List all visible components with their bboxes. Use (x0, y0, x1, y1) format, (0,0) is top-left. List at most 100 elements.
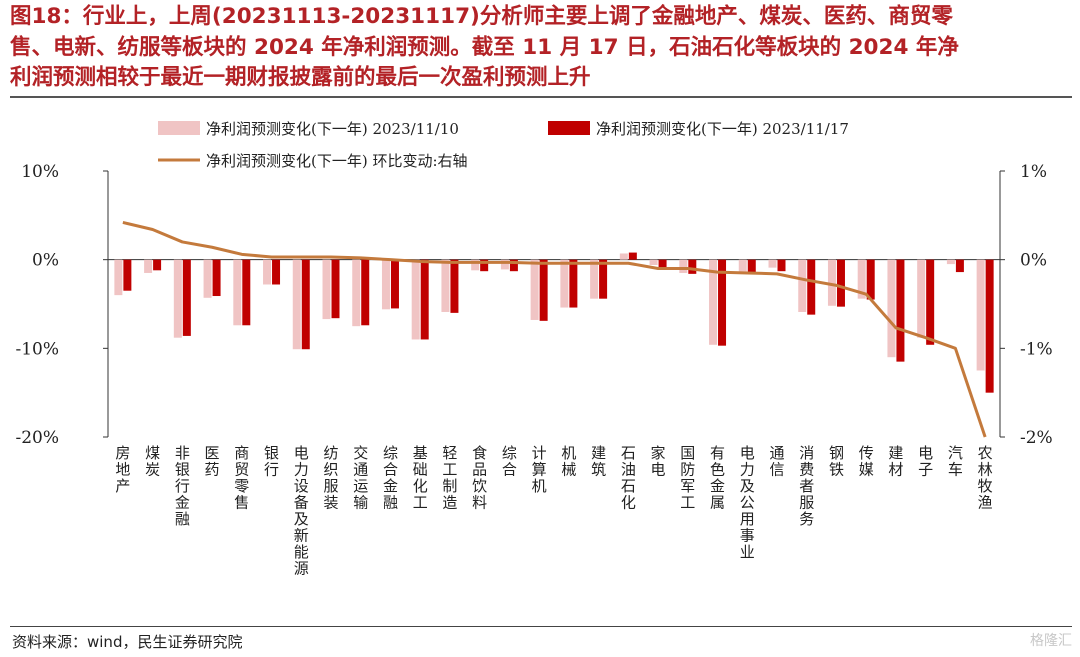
category-label: 计算机 (532, 444, 547, 495)
category-label: 纺织服装 (323, 444, 338, 512)
footer-divider (10, 626, 1072, 627)
bar-series-2 (272, 259, 281, 285)
bar-series-1 (203, 259, 212, 298)
legend-label-series-3: 净利润预测变化(下一年) 环比变动:右轴 (206, 152, 468, 170)
category-label: 银行 (264, 444, 279, 479)
bar-series-1 (649, 259, 658, 265)
bar-series-1 (381, 259, 390, 310)
category-label: 家电 (651, 444, 666, 479)
bar-series-1 (768, 259, 777, 268)
bar-series-2 (747, 259, 756, 273)
category-label: 电力及公用事业 (740, 444, 755, 561)
category-label: 综合 (502, 444, 517, 479)
bar-series-2 (955, 259, 964, 273)
left-tick-label: -20% (15, 428, 59, 448)
right-tick-label: 0% (1020, 251, 1047, 271)
category-label: 医药 (205, 444, 220, 479)
bar-series-2 (480, 259, 489, 272)
bar-series-1 (917, 259, 926, 338)
bar-series-1 (352, 259, 361, 327)
legend-swatch-series-1 (158, 121, 200, 135)
category-label: 有色金属 (710, 444, 725, 512)
bar-series-2 (123, 259, 132, 291)
category-label: 电力设备及新能源 (294, 444, 309, 578)
legend-swatch-series-2 (548, 121, 590, 135)
bar-series-1 (827, 259, 836, 306)
bar-series-1 (857, 259, 866, 299)
bar-series-2 (331, 259, 340, 319)
source-note: 资料来源：wind，民生证券研究院 (12, 633, 243, 651)
bar-series-1 (292, 259, 301, 350)
bars (114, 252, 994, 393)
right-tick-label: -2% (1020, 428, 1053, 448)
legend: 净利润预测变化(下一年) 2023/11/10 净利润预测变化(下一年) 202… (158, 120, 849, 170)
bar-series-1 (679, 259, 688, 273)
bar-series-2 (420, 259, 429, 340)
bar-series-1 (738, 259, 747, 273)
bar-series-2 (658, 259, 667, 270)
category-label: 通信 (769, 444, 784, 479)
bar-series-1 (798, 259, 807, 312)
category-label: 电子 (918, 444, 933, 479)
right-tick-label: -1% (1020, 339, 1053, 359)
bar-series-2 (361, 259, 370, 326)
bar-series-1 (500, 259, 509, 270)
bar-series-2 (182, 259, 191, 336)
bar-series-2 (896, 259, 905, 362)
bar-series-1 (233, 259, 242, 326)
category-label: 综合金融 (383, 444, 398, 512)
bar-series-1 (590, 259, 599, 299)
bar-series-2 (450, 259, 459, 313)
category-label: 农林牧渔 (978, 444, 993, 512)
bar-series-1 (560, 259, 569, 308)
bar-series-2 (836, 259, 845, 307)
bar-series-1 (144, 259, 153, 273)
bar-series-2 (301, 259, 310, 350)
bar-series-2 (866, 259, 875, 300)
bar-series-2 (569, 259, 578, 308)
category-label: 建筑 (591, 444, 606, 479)
left-tick-label: 10% (21, 162, 59, 182)
category-label: 食品饮料 (472, 444, 487, 512)
category-label: 商贸零售 (234, 444, 249, 512)
category-labels: 房地产煤炭非银行金融医药商贸零售银行电力设备及新能源纺织服装交通运输综合金融基础… (115, 444, 992, 578)
bar-series-1 (322, 259, 331, 320)
category-label: 非银行金融 (175, 444, 190, 528)
title-divider (10, 96, 1072, 98)
bar-series-2 (599, 259, 608, 299)
title-line-3: 利润预测相较于最近一期财报披露前的最后一次盈利预测上升 (10, 65, 591, 90)
bar-series-2 (777, 259, 786, 272)
bar-series-2 (153, 259, 162, 271)
bar-series-1 (976, 259, 985, 371)
bar-series-2 (688, 259, 697, 274)
category-label: 煤炭 (145, 444, 160, 479)
bar-series-2 (718, 259, 727, 346)
bar-series-1 (530, 259, 539, 320)
bar-series-2 (628, 252, 637, 260)
bar-series-1 (471, 259, 480, 271)
bar-series-2 (926, 259, 935, 345)
title-line-1: 图18：行业上，上周(20231113-20231117)分析师主要上调了金融地… (10, 4, 953, 29)
axes: 10% 0% -10% -20% 1% 0% -1% -2% (15, 162, 1052, 448)
bar-series-1 (114, 259, 123, 296)
bar-series-1 (441, 259, 450, 312)
legend-label-series-1: 净利润预测变化(下一年) 2023/11/10 (206, 120, 459, 138)
category-label: 房地产 (115, 444, 130, 495)
category-label: 消费者服务 (799, 444, 814, 528)
bar-series-1 (887, 259, 896, 358)
category-label: 基础化工 (413, 444, 428, 512)
left-tick-label: -10% (15, 339, 59, 359)
category-label: 石油石化 (621, 444, 636, 512)
category-label: 传媒 (859, 444, 874, 479)
category-label: 钢铁 (829, 444, 844, 479)
bar-series-1 (709, 259, 718, 345)
category-label: 建材 (888, 444, 903, 479)
bar-series-2 (985, 259, 994, 393)
bar-series-1 (263, 259, 272, 285)
category-label: 汽车 (948, 444, 963, 479)
title-line-2: 售、电新、纺服等板块的 2024 年净利润预测。截至 11 月 17 日，石油石… (10, 34, 959, 60)
bar-series-2 (390, 259, 399, 309)
right-tick-label: 1% (1020, 162, 1047, 182)
bar-series-2 (807, 259, 816, 315)
bar-series-2 (539, 259, 548, 321)
